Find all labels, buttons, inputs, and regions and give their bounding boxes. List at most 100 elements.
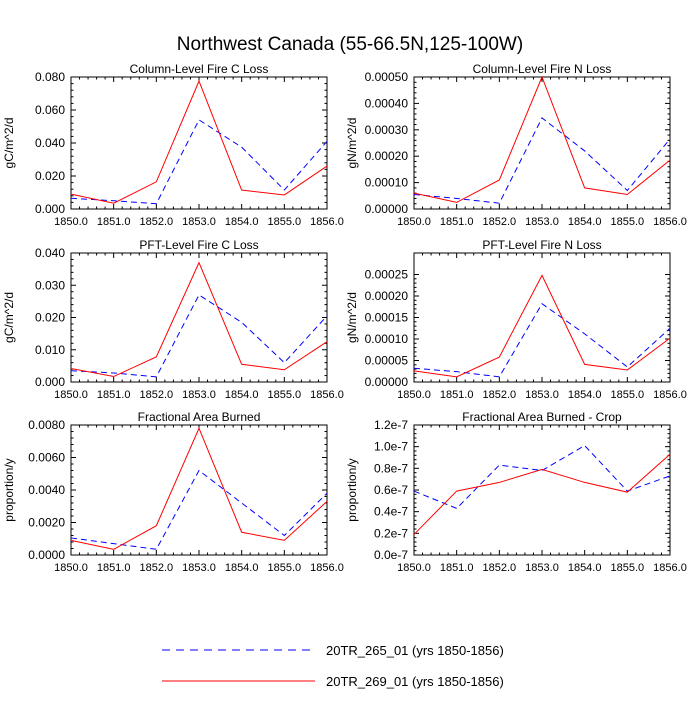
x-tick-label: 1851.0 <box>97 389 131 401</box>
y-tick-label: 0.00020 <box>365 149 409 163</box>
plot-frame <box>70 252 328 383</box>
y-tick-label: 0.00010 <box>365 176 409 190</box>
y-tick-label: 1.2e-7 <box>374 418 408 432</box>
x-tick-label: 1856.0 <box>653 389 687 401</box>
y-tick-label: 0.030 <box>35 278 65 292</box>
x-tick-label: 1851.0 <box>440 216 474 228</box>
y-tick-label: 0.0080 <box>28 418 65 432</box>
x-tick-label: 1856.0 <box>310 389 344 401</box>
x-tick-label: 1854.0 <box>225 562 259 574</box>
series-line-0 <box>70 469 328 550</box>
series-line-1 <box>70 261 328 378</box>
y-tick-label: 0.00050 <box>365 70 409 84</box>
y-tick-label: 0.4e-7 <box>374 505 408 519</box>
legend-label-0: 20TR_265_01 (yrs 1850-1856) <box>326 643 504 658</box>
chart-panel-2: PFT-Level Fire C Loss gC/m^2/d 1850.0 1851.… <box>2 238 344 401</box>
x-tick-label: 1852.0 <box>483 216 517 228</box>
x-tick-label: 1850.0 <box>54 389 88 401</box>
y-tick-label: 0.00030 <box>365 123 409 137</box>
panel-title: PFT-Level Fire C Loss <box>139 238 258 252</box>
legend-label-1: 20TR_269_01 (yrs 1850-1856) <box>326 674 504 689</box>
y-tick-label: 0.040 <box>35 136 65 150</box>
x-tick-label: 1854.0 <box>568 389 602 401</box>
chart-panel-5: Fractional Area Burned - Crop proportion/… <box>345 410 687 574</box>
y-axis-label: proportion/y <box>345 458 359 521</box>
chart-panel-1: Column-Level Fire N Loss gN/m^2/d 1850.0 18… <box>345 62 687 228</box>
series-line-1 <box>413 274 671 378</box>
x-tick-label: 1854.0 <box>568 216 602 228</box>
x-tick-label: 1856.0 <box>310 216 344 228</box>
series-line-1 <box>413 453 671 535</box>
x-tick-label: 1851.0 <box>440 389 474 401</box>
x-tick-label: 1853.0 <box>182 562 216 574</box>
series-line-0 <box>70 119 328 205</box>
chart-panel-3: PFT-Level Fire N Loss gN/m^2/d 1850.0 1851.… <box>345 238 687 401</box>
y-tick-label: 0.0060 <box>28 451 65 465</box>
y-tick-label: 0.8e-7 <box>374 461 408 475</box>
panel-title: Fractional Area Burned - Crop <box>462 410 622 424</box>
x-tick-label: 1856.0 <box>310 562 344 574</box>
y-axis-label: gC/m^2/d <box>2 118 16 169</box>
x-tick-label: 1855.0 <box>268 216 302 228</box>
x-tick-label: 1850.0 <box>397 389 431 401</box>
x-tick-label: 1850.0 <box>54 216 88 228</box>
y-axis-label: gN/m^2/d <box>345 292 359 343</box>
panel-title: Column-Level Fire N Loss <box>473 62 612 76</box>
y-tick-label: 0.00015 <box>365 311 409 325</box>
chart-panel-4: Fractional Area Burned proportion/y 1850.0… <box>2 410 344 574</box>
x-tick-label: 1853.0 <box>525 389 559 401</box>
x-tick-label: 1853.0 <box>525 562 559 574</box>
panel-title: PFT-Level Fire N Loss <box>482 238 601 252</box>
series-line-0 <box>413 117 671 204</box>
x-tick-label: 1852.0 <box>483 389 517 401</box>
y-tick-label: 0.060 <box>35 103 65 117</box>
plot-frame <box>413 76 671 210</box>
series-line-1 <box>70 79 328 204</box>
x-tick-label: 1850.0 <box>54 562 88 574</box>
panel-title: Column-Level Fire C Loss <box>130 62 269 76</box>
y-tick-label: 1.0e-7 <box>374 440 408 454</box>
y-tick-label: 0.000 <box>35 375 65 389</box>
panel-title: Fractional Area Burned <box>138 410 261 424</box>
y-axis-label: gC/m^2/d <box>2 292 16 343</box>
x-tick-label: 1855.0 <box>268 562 302 574</box>
y-tick-label: 0.6e-7 <box>374 483 408 497</box>
y-tick-label: 0.00025 <box>365 268 409 282</box>
chart-panel-0: Column-Level Fire C Loss gC/m^2/d 1850.0 18… <box>2 62 344 228</box>
x-tick-label: 1853.0 <box>525 216 559 228</box>
x-tick-label: 1854.0 <box>225 389 259 401</box>
y-tick-label: 0.2e-7 <box>374 526 408 540</box>
y-tick-label: 0.0e-7 <box>374 548 408 562</box>
x-tick-label: 1853.0 <box>182 389 216 401</box>
x-tick-label: 1851.0 <box>97 562 131 574</box>
y-tick-label: 0.00000 <box>365 375 409 389</box>
plot-frame <box>70 76 328 210</box>
x-tick-label: 1853.0 <box>182 216 216 228</box>
x-tick-label: 1855.0 <box>268 389 302 401</box>
y-tick-label: 0.000 <box>35 202 65 216</box>
y-tick-label: 0.00005 <box>365 354 409 368</box>
y-tick-label: 0.0020 <box>28 516 65 530</box>
plot-frame <box>413 424 671 556</box>
y-tick-label: 0.080 <box>35 70 65 84</box>
x-tick-label: 1851.0 <box>440 562 474 574</box>
figure-title: Northwest Canada (55-66.5N,125-100W) <box>177 34 523 55</box>
series-line-1 <box>413 75 671 203</box>
x-tick-label: 1854.0 <box>225 216 259 228</box>
series-line-0 <box>413 444 671 510</box>
y-tick-label: 0.00000 <box>365 202 409 216</box>
x-tick-label: 1852.0 <box>140 389 174 401</box>
y-tick-label: 0.00040 <box>365 96 409 110</box>
y-tick-label: 0.040 <box>35 246 65 260</box>
y-tick-label: 0.020 <box>35 169 65 183</box>
y-tick-label: 0.00010 <box>365 332 409 346</box>
y-tick-label: 0.00020 <box>365 289 409 303</box>
y-tick-label: 0.0000 <box>28 548 65 562</box>
x-tick-label: 1851.0 <box>97 216 131 228</box>
x-tick-label: 1855.0 <box>611 562 645 574</box>
series-line-0 <box>413 303 671 378</box>
x-tick-label: 1850.0 <box>397 562 431 574</box>
series-line-1 <box>70 426 328 550</box>
